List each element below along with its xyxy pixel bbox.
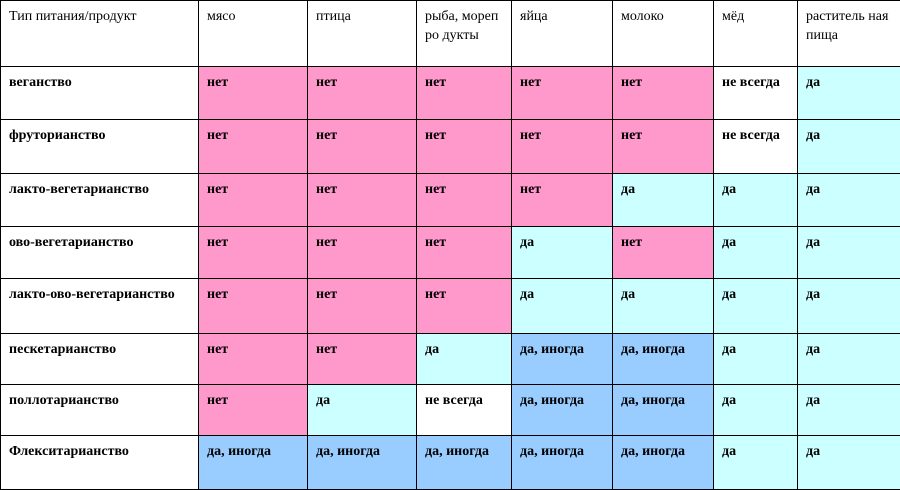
header-cell-poultry: птица xyxy=(307,0,417,67)
table-cell: нет xyxy=(307,333,417,385)
table-cell: да xyxy=(511,278,613,335)
header-cell-meat: мясо xyxy=(198,0,308,67)
table-cell: да xyxy=(797,119,900,175)
table-cell: нет xyxy=(511,119,613,175)
table-cell: нет xyxy=(307,119,417,175)
table-cell: да xyxy=(713,383,798,437)
table-cell: нет xyxy=(416,173,512,227)
table-cell: да, иногда xyxy=(612,383,714,437)
table-cell: да xyxy=(797,173,900,227)
table-cell: нет xyxy=(198,225,308,280)
table-cell: нет xyxy=(416,225,512,280)
table-cell: нет xyxy=(511,65,613,121)
table-cell: нет xyxy=(307,173,417,227)
table-cell: да, иногда xyxy=(612,333,714,385)
table-cell: да xyxy=(713,435,798,490)
table-cell: не всегда xyxy=(713,119,798,175)
table-cell: да xyxy=(612,173,714,227)
table-cell: не всегда xyxy=(416,383,512,437)
table-cell: нет xyxy=(198,333,308,385)
table-cell: нет xyxy=(612,225,714,280)
row-label: ово-вегетарианство xyxy=(0,225,199,280)
table-cell: да xyxy=(511,225,613,280)
table-cell: да xyxy=(797,65,900,121)
table-cell: да xyxy=(797,225,900,280)
table-cell: да, иногда xyxy=(511,383,613,437)
table-cell: да xyxy=(797,435,900,490)
table-cell: да xyxy=(713,333,798,385)
table-cell: нет xyxy=(307,65,417,121)
table-cell: да, иногда xyxy=(307,435,417,490)
table-cell: да, иногда xyxy=(511,333,613,385)
table-cell: нет xyxy=(511,173,613,227)
table-cell: да, иногда xyxy=(416,435,512,490)
header-row: Тип питания/продукт мясо птица рыба, мор… xyxy=(0,0,900,67)
table-cell: нет xyxy=(198,383,308,437)
table-cell: да xyxy=(713,173,798,227)
table-cell: нет xyxy=(198,65,308,121)
row-label: фруторианство xyxy=(0,119,199,175)
row-label: лакто-вегетарианство xyxy=(0,173,199,227)
header-cell-milk: молоко xyxy=(612,0,714,67)
row-label: лакто-ово-вегетарианство xyxy=(0,278,199,335)
table-cell: да xyxy=(307,383,417,437)
table-cell: нет xyxy=(198,173,308,227)
table-row-pollotarianism: поллотарианство нет да не всегда да, ино… xyxy=(0,383,900,437)
table-cell: да xyxy=(713,225,798,280)
table-row-veganism: веганство нет нет нет нет нет не всегда … xyxy=(0,65,900,121)
table-cell: да xyxy=(612,278,714,335)
header-cell-eggs: яйца xyxy=(511,0,613,67)
table-cell: нет xyxy=(198,278,308,335)
table-cell: да xyxy=(797,383,900,437)
table-cell: нет xyxy=(416,65,512,121)
table-cell: да xyxy=(713,278,798,335)
table-cell: нет xyxy=(198,119,308,175)
table-cell: нет xyxy=(307,225,417,280)
table-row-flexitarianism: Флекситарианство да, иногда да, иногда д… xyxy=(0,435,900,490)
row-label: Флекситарианство xyxy=(0,435,199,490)
table-row-pescetarianism: пескетарианство нет нет да да, иногда да… xyxy=(0,333,900,385)
header-cell-diet-type: Тип питания/продукт xyxy=(0,0,199,67)
table-cell: нет xyxy=(416,278,512,335)
row-label: поллотарианство xyxy=(0,383,199,437)
table-cell: не всегда xyxy=(713,65,798,121)
header-cell-fish: рыба, морепро дукты xyxy=(416,0,512,67)
table-cell: да xyxy=(797,278,900,335)
table-cell: да xyxy=(416,333,512,385)
table-cell: да, иногда xyxy=(198,435,308,490)
table-cell: нет xyxy=(612,65,714,121)
header-cell-honey: мёд xyxy=(713,0,798,67)
table-row-lacto-vegetarianism: лакто-вегетарианство нет нет нет нет да … xyxy=(0,173,900,227)
table-cell: да, иногда xyxy=(511,435,613,490)
row-label: пескетарианство xyxy=(0,333,199,385)
row-label: веганство xyxy=(0,65,199,121)
header-cell-plant-food: раститель ная пища xyxy=(797,0,900,67)
table-cell: нет xyxy=(307,278,417,335)
table-row-ovo-vegetarianism: ово-вегетарианство нет нет нет да нет да… xyxy=(0,225,900,280)
table-cell: да, иногда xyxy=(612,435,714,490)
table-cell: нет xyxy=(416,119,512,175)
table-row-lacto-ovo-vegetarianism: лакто-ово-вегетарианство нет нет нет да … xyxy=(0,278,900,335)
table-row-fruitarianism: фруторианство нет нет нет нет нет не все… xyxy=(0,119,900,175)
table-cell: нет xyxy=(612,119,714,175)
table-cell: да xyxy=(797,333,900,385)
